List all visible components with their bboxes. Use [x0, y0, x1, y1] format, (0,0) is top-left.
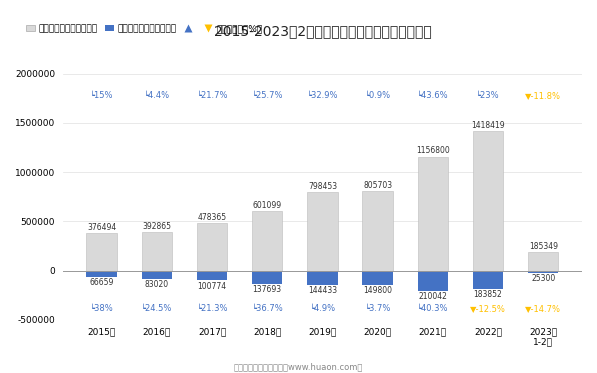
- Text: 210042: 210042: [418, 292, 447, 301]
- Text: ▼-12.5%: ▼-12.5%: [470, 304, 506, 313]
- Text: 137693: 137693: [253, 285, 282, 294]
- Text: 83020: 83020: [145, 280, 169, 289]
- Bar: [197, 223, 227, 270]
- Text: ┕0.9%: ┕0.9%: [365, 91, 390, 100]
- Text: 1418419: 1418419: [471, 121, 505, 130]
- Text: ┕21.7%: ┕21.7%: [196, 91, 228, 100]
- Bar: [252, 270, 282, 284]
- Text: ▼-11.8%: ▼-11.8%: [525, 91, 561, 100]
- Bar: [87, 270, 117, 277]
- Text: ┕40.3%: ┕40.3%: [417, 304, 448, 313]
- Text: 185349: 185349: [529, 242, 558, 251]
- Text: 376494: 376494: [87, 223, 116, 232]
- Bar: [528, 270, 558, 273]
- Legend: 出口商品总值（万美元）, 进口商品总值（万美元）, , 同比增长率（%）: 出口商品总值（万美元）, 进口商品总值（万美元）, , 同比增长率（%）: [26, 24, 263, 33]
- Text: ┕4.9%: ┕4.9%: [309, 304, 336, 313]
- Bar: [473, 270, 503, 289]
- Bar: [307, 192, 338, 270]
- Text: ┕25.7%: ┕25.7%: [251, 91, 283, 100]
- Text: 392865: 392865: [142, 222, 171, 231]
- Text: ┕15%: ┕15%: [90, 91, 113, 100]
- Text: 100774: 100774: [198, 282, 227, 291]
- Bar: [418, 157, 448, 270]
- Bar: [362, 270, 393, 285]
- Text: ┕38%: ┕38%: [90, 304, 113, 313]
- Bar: [418, 270, 448, 291]
- Bar: [473, 131, 503, 270]
- Bar: [141, 232, 172, 270]
- Bar: [528, 252, 558, 270]
- Bar: [362, 191, 393, 270]
- Text: ┕3.7%: ┕3.7%: [364, 304, 391, 313]
- Text: ┕23%: ┕23%: [476, 91, 500, 100]
- Text: 144433: 144433: [308, 286, 337, 295]
- Text: 1156800: 1156800: [416, 147, 450, 156]
- Text: 66659: 66659: [90, 278, 114, 287]
- Text: ┕32.9%: ┕32.9%: [307, 91, 338, 100]
- Text: 183852: 183852: [473, 290, 503, 299]
- Text: 805703: 805703: [363, 181, 392, 190]
- Title: 2015-2023年2月中国与柬埔寨进、出口商品总值: 2015-2023年2月中国与柬埔寨进、出口商品总值: [214, 24, 431, 38]
- Bar: [87, 233, 117, 270]
- Text: ┕4.4%: ┕4.4%: [144, 91, 170, 100]
- Text: ┕21.3%: ┕21.3%: [196, 304, 228, 313]
- Text: ┕43.6%: ┕43.6%: [417, 91, 449, 100]
- Text: 149800: 149800: [363, 286, 392, 295]
- Text: ┕24.5%: ┕24.5%: [141, 304, 173, 313]
- Text: ▼-14.7%: ▼-14.7%: [525, 304, 561, 313]
- Text: 478365: 478365: [198, 213, 227, 222]
- Text: 制图：华经产业研究院（www.huaon.com）: 制图：华经产业研究院（www.huaon.com）: [234, 362, 363, 371]
- Bar: [307, 270, 338, 285]
- Bar: [252, 211, 282, 270]
- Bar: [197, 270, 227, 280]
- Text: ┕36.7%: ┕36.7%: [251, 304, 283, 313]
- Bar: [141, 270, 172, 279]
- Text: 25300: 25300: [531, 274, 555, 283]
- Text: 601099: 601099: [253, 201, 282, 210]
- Text: 798453: 798453: [308, 182, 337, 191]
